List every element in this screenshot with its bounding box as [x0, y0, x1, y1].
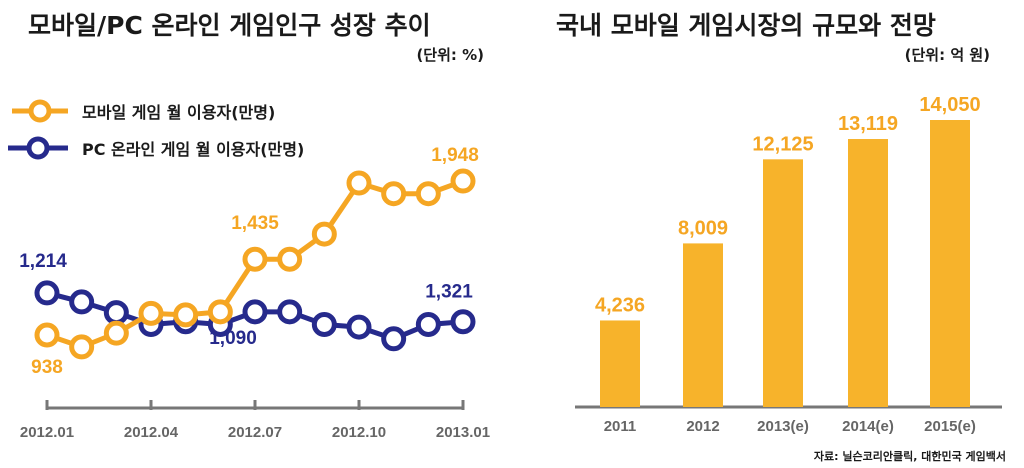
bar: [683, 243, 723, 407]
data-point: [277, 299, 303, 325]
data-point: [346, 170, 372, 196]
bar-chart: 4,236 2011 8,009 2012 12,125 2013(e) 13,119 201…: [575, 94, 1002, 435]
right-chart-unit: (단위: 억 원): [904, 46, 990, 64]
x-tick-label: 2014(e): [842, 418, 894, 435]
data-point: [415, 311, 441, 337]
data-point: [381, 181, 407, 207]
data-label: 1,090: [209, 328, 257, 349]
data-point: [242, 299, 268, 325]
data-label: 938: [31, 357, 63, 378]
data-point: [381, 326, 407, 352]
bar: [930, 120, 970, 407]
x-tick-label: 2012.10: [332, 424, 386, 441]
x-tick-label: 2012.01: [20, 424, 74, 441]
left-chart-title: 모바일/PC 온라인 게임인구 성장 추이: [28, 11, 431, 40]
source-note: 자료: 닐슨코리안클릭, 대한민국 게임백서: [813, 450, 1006, 463]
right-chart-title: 국내 모바일 게임시장의 규모와 전망: [556, 11, 936, 40]
data-point: [311, 311, 337, 337]
legend-orange-marker-icon: [12, 99, 68, 123]
left-chart-unit: (단위: %): [416, 46, 484, 64]
data-point: [415, 181, 441, 207]
legend-item-pc: PC 온라인 게임 월 이용자(만명): [8, 136, 304, 160]
data-point: [207, 299, 233, 325]
data-point: [103, 320, 129, 346]
x-tick-label: 2013(e): [757, 418, 809, 435]
data-point: [173, 302, 199, 328]
x-tick-label: 2012.04: [124, 424, 179, 441]
legend-label-mobile: 모바일 게임 월 이용자(만명): [82, 103, 276, 122]
legend-navy-marker-icon: [8, 136, 68, 160]
x-tick-label: 2011: [604, 418, 637, 435]
data-label: 13,119: [838, 113, 898, 135]
legend-label-pc: PC 온라인 게임 월 이용자(만명): [82, 140, 305, 159]
data-label: 1,435: [231, 213, 279, 234]
data-label: 1,948: [431, 145, 479, 166]
data-point: [277, 246, 303, 272]
x-tick-label: 2012.07: [228, 424, 282, 441]
data-label: 1,321: [425, 282, 473, 303]
data-point: [242, 246, 268, 272]
bar: [763, 159, 803, 407]
line-chart: 2012.01 2012.04 2012.07 2012.10 2013.01 1,214…: [19, 145, 490, 441]
data-point: [34, 322, 60, 348]
bar: [600, 320, 640, 407]
x-tick-label: 2012: [686, 418, 719, 435]
x-tick-label: 2015(e): [924, 418, 976, 435]
data-point: [138, 300, 164, 326]
data-label: 8,009: [678, 217, 728, 239]
bar: [848, 139, 888, 407]
data-point: [103, 300, 129, 326]
data-point: [450, 168, 476, 194]
data-point: [69, 334, 95, 360]
data-point: [34, 280, 60, 306]
x-tick-label: 2013.01: [436, 424, 490, 441]
data-label: 1,214: [19, 251, 67, 272]
data-point: [69, 289, 95, 315]
data-point: [450, 309, 476, 335]
data-point: [346, 314, 372, 340]
data-label: 12,125: [752, 133, 813, 155]
data-label: 14,050: [919, 94, 980, 116]
data-label: 4,236: [595, 294, 645, 316]
legend-item-mobile: 모바일 게임 월 이용자(만명): [12, 99, 275, 123]
data-point: [311, 221, 337, 247]
